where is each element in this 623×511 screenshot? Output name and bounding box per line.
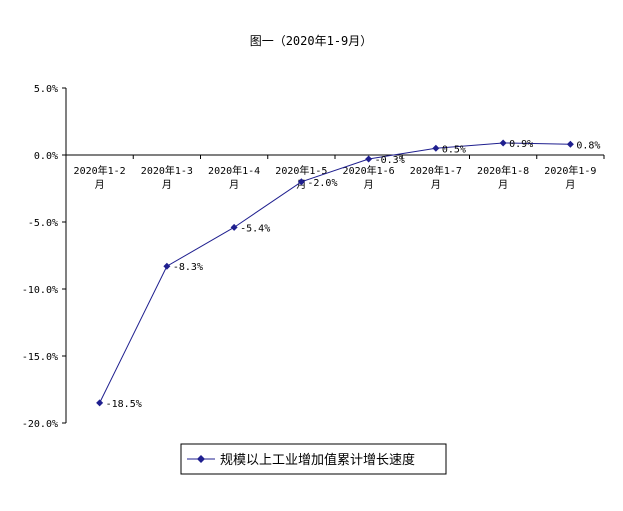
y-tick-label: -5.0%: [28, 218, 58, 229]
data-point-marker: [230, 223, 238, 231]
data-label: 0.8%: [576, 140, 600, 151]
data-point-marker: [163, 262, 171, 270]
x-tick-label: 月: [162, 179, 172, 191]
x-tick-label: 2020年1-3: [141, 164, 193, 177]
data-point-marker: [499, 139, 507, 147]
data-label: -8.3%: [173, 262, 203, 273]
x-tick-label: 月: [229, 179, 239, 191]
y-tick-label: 0.0%: [34, 151, 58, 162]
x-axis: 2020年1-2 月 2020年1-3 月 2020年1-4 月 2020年1-5 月 2020…: [65, 154, 605, 191]
y-tick-label: 5.0%: [34, 84, 58, 95]
y-tick-label: -20.0%: [22, 419, 58, 430]
data-label: 0.5%: [442, 144, 466, 155]
x-tick-label: 月: [498, 179, 508, 191]
x-tick-label: 月: [95, 179, 105, 191]
data-point-marker: [432, 144, 440, 152]
x-tick-label: 2020年1-9: [544, 164, 596, 177]
x-tick-label: 2020年1-4: [208, 164, 260, 177]
x-tick-label: 月: [431, 179, 441, 191]
legend: 规模以上工业增加值累计增长速度: [180, 443, 447, 475]
y-tick-label: -10.0%: [22, 285, 58, 296]
data-label: -0.3%: [375, 155, 405, 166]
series-line: [99, 142, 571, 404]
series-group: -18.5% -8.3% -5.4% -2.0% -0.3% 0.5% 0.9% 0.8%: [96, 139, 600, 410]
y-tick-label: -15.0%: [22, 352, 58, 363]
y-axis: 5.0% 0.0% -5.0% -10.0% -15.0% -20.0%: [22, 84, 67, 430]
x-tick-label: 2020年1-7: [410, 164, 462, 177]
legend-label: 规模以上工业增加值累计增长速度: [220, 452, 415, 468]
x-tick-label: 月: [565, 179, 575, 191]
data-point-marker: [365, 155, 373, 163]
data-point-marker: [297, 178, 305, 186]
legend-box: [180, 443, 447, 475]
data-label: -5.4%: [240, 223, 270, 234]
legend-marker: [197, 455, 205, 463]
data-point-marker: [566, 140, 574, 148]
data-label: 0.9%: [509, 139, 533, 150]
data-label: -2.0%: [307, 178, 337, 189]
data-point-marker: [96, 399, 104, 407]
x-tick-label: 2020年1-5: [275, 164, 327, 177]
x-tick-label: 2020年1-6: [343, 164, 395, 177]
chart-title: 图一（2020年1-9月）: [250, 34, 373, 48]
data-label: -18.5%: [106, 399, 142, 410]
x-tick-label: 2020年1-2: [74, 164, 126, 177]
x-tick-label: 2020年1-8: [477, 164, 529, 177]
x-tick-label: 月: [364, 179, 374, 191]
